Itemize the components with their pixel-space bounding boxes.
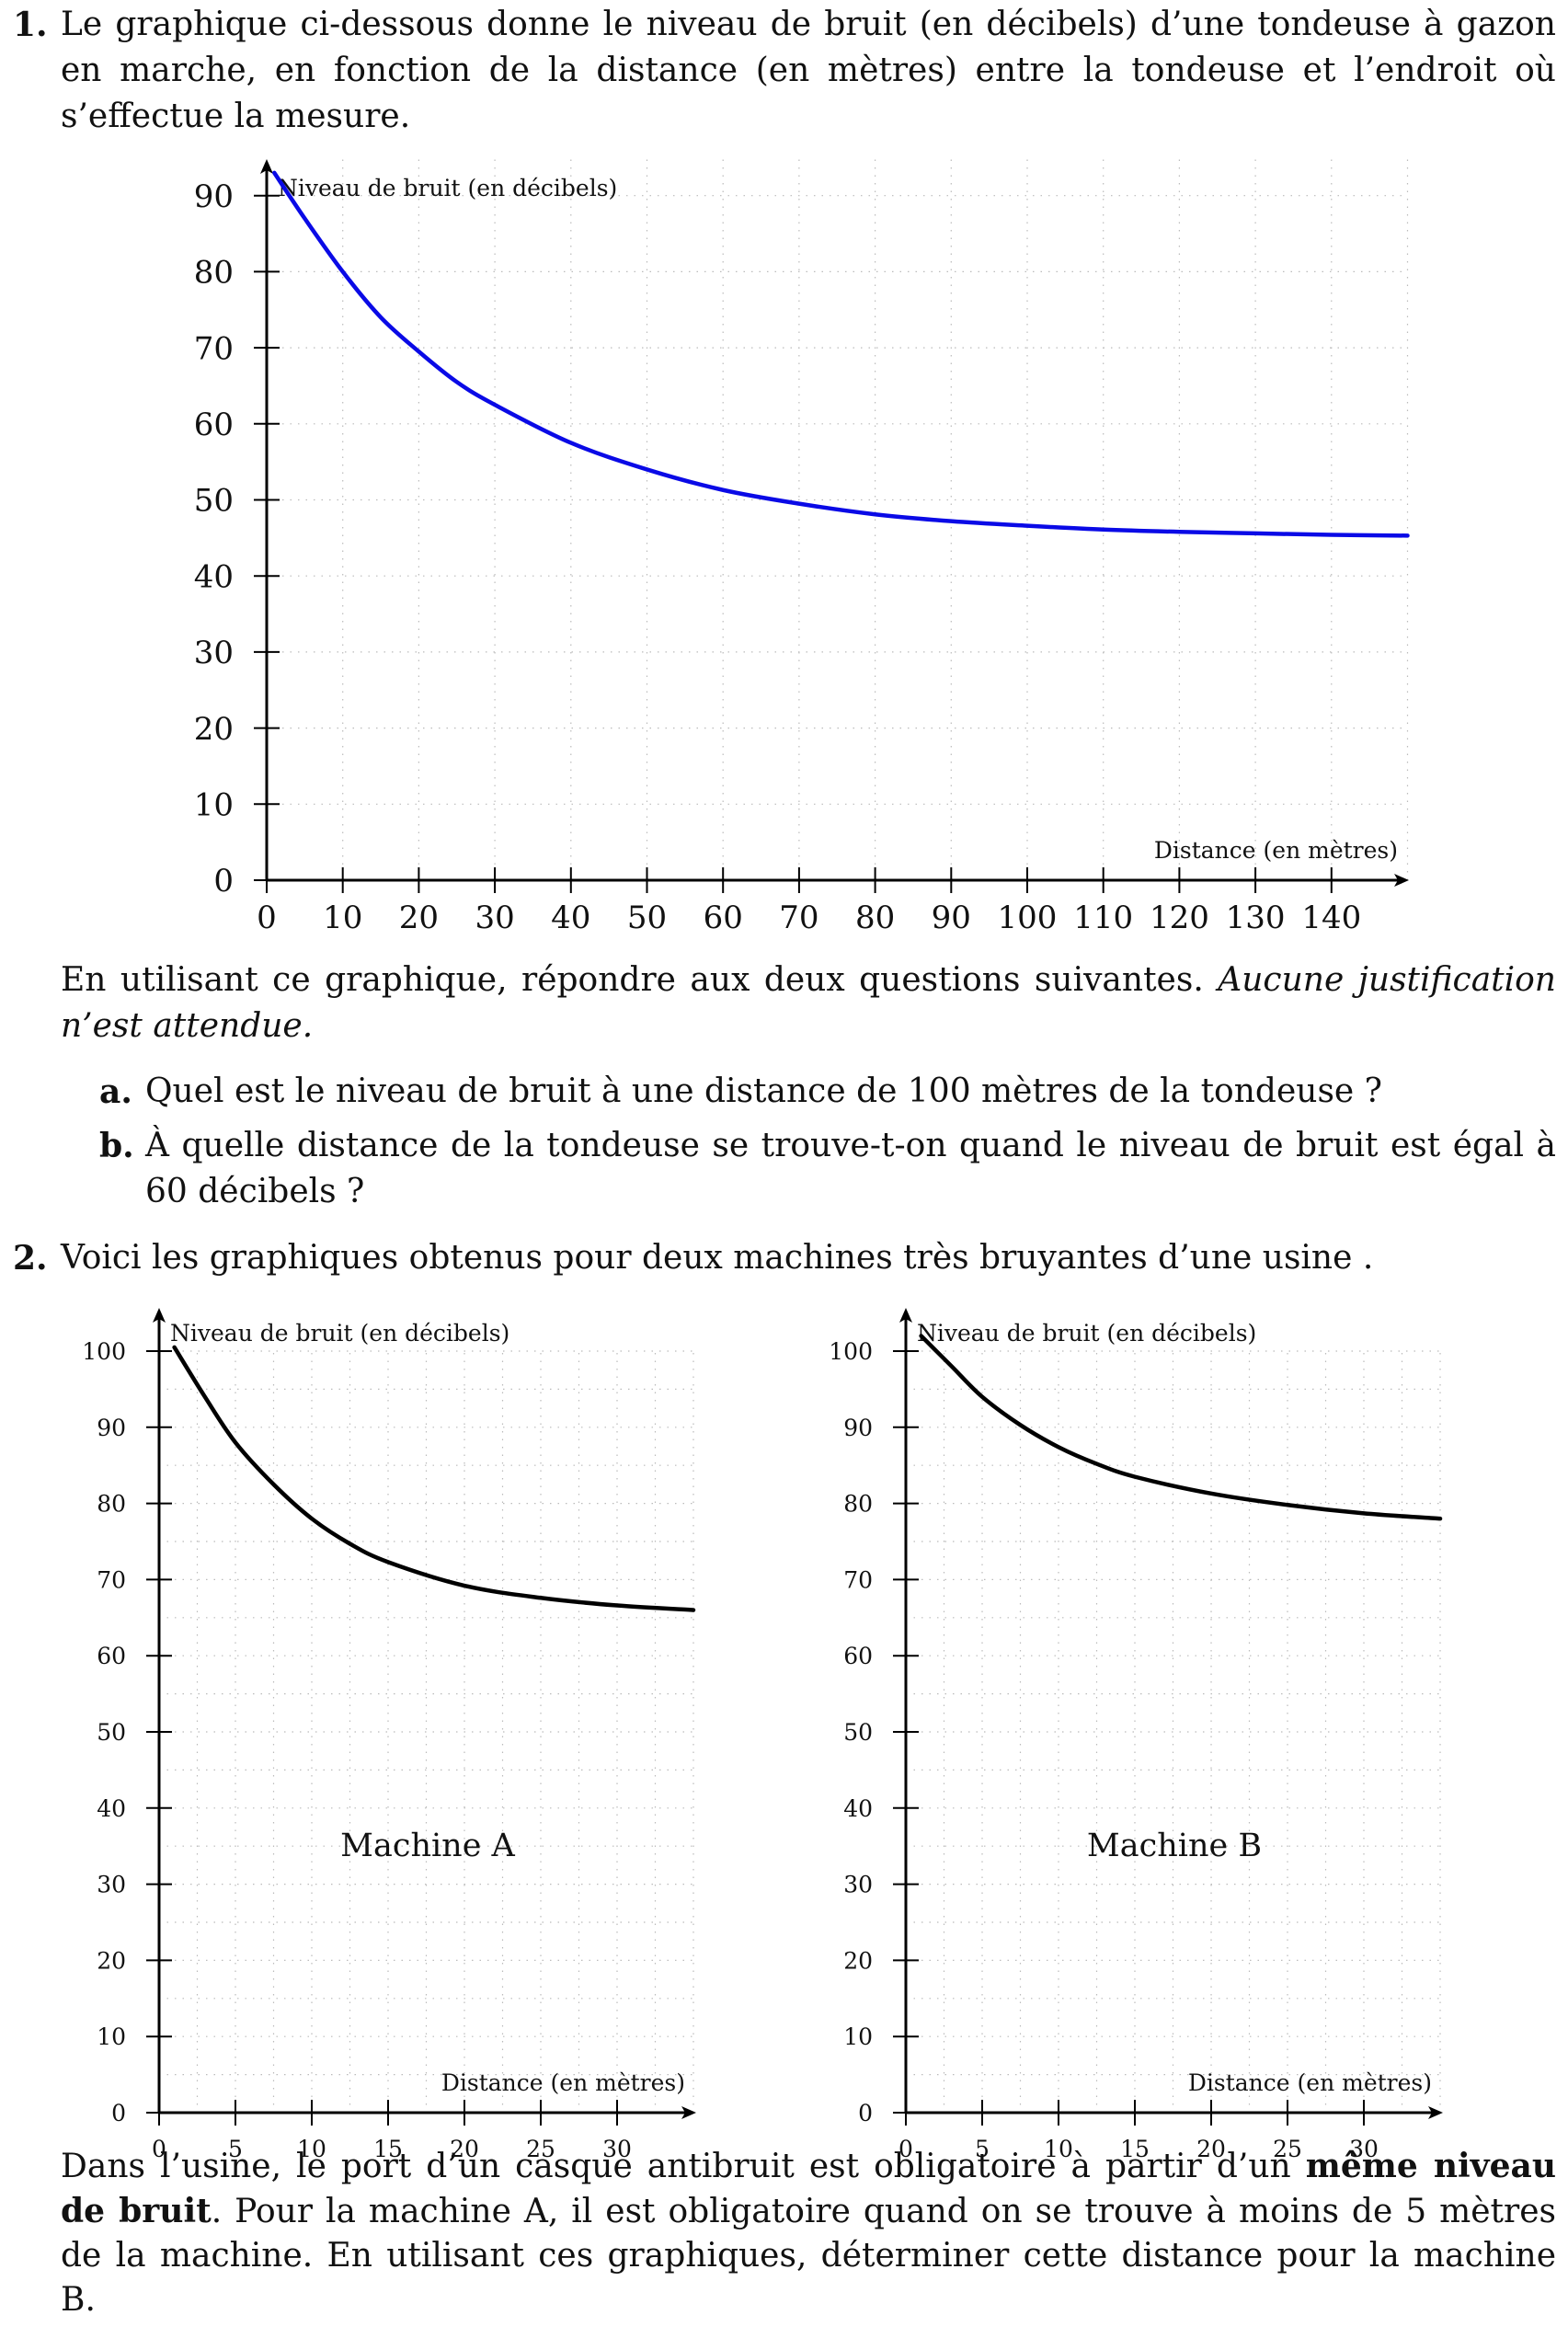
question-1b-label: b. (99, 1127, 134, 1165)
y-tick-label: 80 (194, 255, 234, 292)
y-axis-arrow (260, 159, 273, 174)
x-axis-title: Distance (en mètres) (441, 2069, 685, 2096)
y-tick-label: 60 (843, 1643, 873, 1669)
y-tick-label: 90 (97, 1415, 126, 1441)
y-tick-label: 20 (97, 1947, 126, 1974)
y-tick-label: 10 (843, 2023, 873, 2050)
y-tick-label: 30 (194, 635, 234, 671)
x-tick-label: 30 (602, 2136, 632, 2162)
y-axis-arrow (153, 1308, 166, 1323)
x-axis-arrow (1428, 2106, 1443, 2119)
x-tick-label: 40 (551, 900, 590, 936)
y-tick-label: 10 (194, 787, 234, 824)
question-2-number: 2. (13, 1239, 48, 1278)
chart-annotation: Machine A (340, 1828, 515, 1864)
conclusion-bold: même niveau de bruit (61, 2147, 1556, 2230)
question-1a-text: Quel est le niveau de bruit à une distan… (145, 1072, 1382, 1110)
x-tick-label: 0 (152, 2136, 166, 2162)
y-tick-label: 90 (194, 178, 234, 215)
y-tick-label: 60 (194, 407, 234, 443)
series-curve (919, 1334, 1443, 1521)
x-tick-label: 5 (228, 2136, 243, 2162)
question-1b: b. À quelle distance de la tondeuse se t… (99, 1123, 1556, 1215)
question-1-intro: Le graphique ci-dessous donne le niveau … (61, 6, 1556, 135)
y-tick-label: 70 (194, 330, 234, 367)
chart-annotation: Machine B (1087, 1828, 1262, 1864)
series-curve (272, 170, 1410, 538)
x-tick-label: 90 (932, 900, 971, 936)
x-tick-label: 25 (1273, 2136, 1302, 2162)
x-tick-label: 120 (1150, 900, 1209, 936)
y-tick-label: 20 (194, 711, 234, 748)
instruction-italic: Aucune justification n’est attendue. (61, 961, 1556, 1045)
x-tick-label: 20 (399, 900, 439, 936)
y-tick-label: 100 (829, 1338, 873, 1365)
question-1a: a. Quel est le niveau de bruit à une dis… (99, 1069, 1556, 1115)
x-tick-label: 30 (475, 900, 514, 936)
x-tick-label: 100 (998, 900, 1058, 936)
question-2-conclusion: Dans l’usine, le port d’un casque antibr… (61, 2144, 1556, 2322)
y-tick-label: 30 (843, 1872, 873, 1898)
y-tick-label: 80 (843, 1491, 873, 1518)
question-1a-label: a. (99, 1072, 132, 1111)
x-axis-arrow (1394, 874, 1409, 887)
instruction-text: En utilisant ce graphique, répondre aux … (61, 961, 1219, 999)
question-2-intro: Voici les graphiques obtenus pour deux m… (61, 1239, 1374, 1277)
y-tick-label: 100 (82, 1338, 126, 1365)
y-tick-label: 20 (843, 1947, 873, 1974)
y-tick-label: 0 (858, 2100, 873, 2126)
x-tick-label: 10 (1044, 2136, 1073, 2162)
y-tick-label: 50 (843, 1719, 873, 1746)
x-tick-label: 20 (450, 2136, 479, 2162)
x-tick-label: 15 (1120, 2136, 1150, 2162)
x-tick-label: 20 (1196, 2136, 1226, 2162)
question-1b-text: À quelle distance de la tondeuse se trou… (145, 1127, 1556, 1210)
x-tick-label: 50 (627, 900, 667, 936)
y-tick-label: 40 (194, 558, 234, 595)
conclusion-text-2: . Pour la machine A, il est obligatoire … (61, 2193, 1556, 2319)
y-tick-label: 90 (843, 1415, 873, 1441)
x-tick-label: 5 (975, 2136, 990, 2162)
question-1-instruction: En utilisant ce graphique, répondre aux … (61, 957, 1556, 1049)
x-tick-label: 140 (1301, 900, 1361, 936)
x-tick-label: 70 (779, 900, 818, 936)
y-axis-arrow (899, 1308, 912, 1323)
y-tick-label: 70 (97, 1566, 126, 1593)
y-tick-label: 40 (843, 1795, 873, 1822)
y-tick-label: 10 (97, 2023, 126, 2050)
y-tick-label: 50 (97, 1719, 126, 1746)
y-tick-label: 70 (843, 1566, 873, 1593)
y-axis-title: Niveau de bruit (en décibels) (917, 1320, 1256, 1347)
y-tick-label: 0 (111, 2100, 126, 2126)
x-tick-label: 130 (1226, 900, 1286, 936)
x-tick-label: 0 (898, 2136, 913, 2162)
x-tick-label: 60 (704, 900, 743, 936)
y-tick-label: 40 (97, 1795, 126, 1822)
x-tick-label: 0 (257, 900, 277, 936)
y-axis-title: Niveau de bruit (en décibels) (278, 175, 617, 201)
conclusion-text-1: Dans l’usine, le port d’un casque antibr… (61, 2148, 1306, 2185)
y-tick-label: 80 (97, 1491, 126, 1518)
x-tick-label: 15 (373, 2136, 403, 2162)
y-tick-label: 50 (194, 483, 234, 520)
x-tick-label: 30 (1349, 2136, 1379, 2162)
question-1-number: 1. (13, 6, 48, 44)
series-curve (172, 1345, 696, 1612)
x-tick-label: 10 (323, 900, 362, 936)
x-tick-label: 10 (297, 2136, 326, 2162)
x-axis-title: Distance (en mètres) (1154, 837, 1398, 864)
y-tick-label: 60 (97, 1643, 126, 1669)
x-tick-label: 80 (855, 900, 895, 936)
x-tick-label: 110 (1073, 900, 1133, 936)
y-axis-title: Niveau de bruit (en décibels) (170, 1320, 509, 1347)
y-tick-label: 30 (97, 1872, 126, 1898)
x-axis-title: Distance (en mètres) (1188, 2069, 1432, 2096)
x-axis-arrow (681, 2106, 696, 2119)
y-tick-label: 0 (213, 863, 234, 900)
x-tick-label: 25 (526, 2136, 555, 2162)
